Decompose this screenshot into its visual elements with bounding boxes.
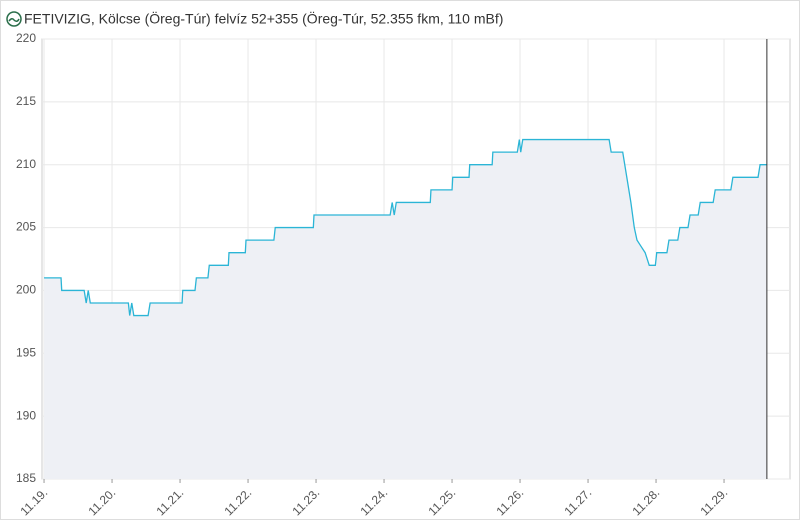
y-tick-label: 210	[16, 157, 36, 171]
y-tick-label: 190	[16, 408, 36, 422]
line	[44, 138, 767, 317]
y-tick-label: 185	[16, 471, 36, 485]
y-tick-label: 205	[16, 220, 36, 234]
y-tick-label: 195	[16, 345, 36, 359]
y-tick-label: 220	[16, 31, 36, 45]
chart-title: FETIVIZIG, Kölcse (Öreg-Túr) felvíz 52+3…	[24, 10, 503, 27]
area	[44, 139, 767, 479]
logo	[6, 11, 22, 27]
y-tick-label: 215	[16, 94, 36, 108]
y-tick-label: 200	[16, 283, 36, 297]
